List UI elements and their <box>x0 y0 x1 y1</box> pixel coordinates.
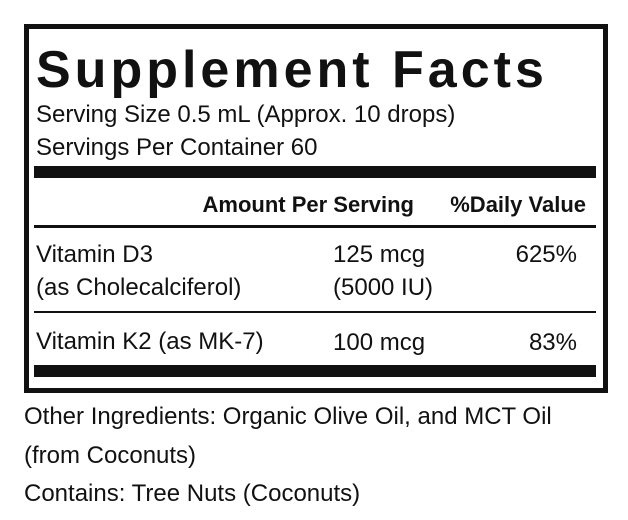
amount: 125 mcg <box>333 241 426 268</box>
thick-rule <box>34 166 596 178</box>
nutrient-name: Vitamin K2 (as MK-7) <box>36 328 264 355</box>
column-header: %Daily Value <box>450 192 586 217</box>
facts-panel <box>24 24 608 393</box>
amount: (5000 IU) <box>333 274 434 301</box>
rule <box>34 311 596 313</box>
nutrient-name: Vitamin D3 <box>36 241 153 268</box>
nutrient-name: (as Cholecalciferol) <box>36 274 242 301</box>
servings-per-container: Servings Per Container 60 <box>36 134 318 161</box>
rule <box>34 225 596 228</box>
serving-size: Serving Size 0.5 mL (Approx. 10 drops) <box>36 101 456 128</box>
other-ingredients: (from Coconuts) <box>24 442 197 469</box>
other-ingredients: Other Ingredients: Organic Olive Oil, an… <box>24 403 552 430</box>
title: Supplement Facts <box>36 41 548 99</box>
thick-rule <box>34 365 596 377</box>
column-header: Amount Per Serving <box>202 192 414 217</box>
daily-value: 83% <box>528 329 577 356</box>
amount: 100 mcg <box>333 329 426 356</box>
daily-value: 625% <box>515 241 577 268</box>
contains: Contains: Tree Nuts (Coconuts) <box>24 480 361 507</box>
